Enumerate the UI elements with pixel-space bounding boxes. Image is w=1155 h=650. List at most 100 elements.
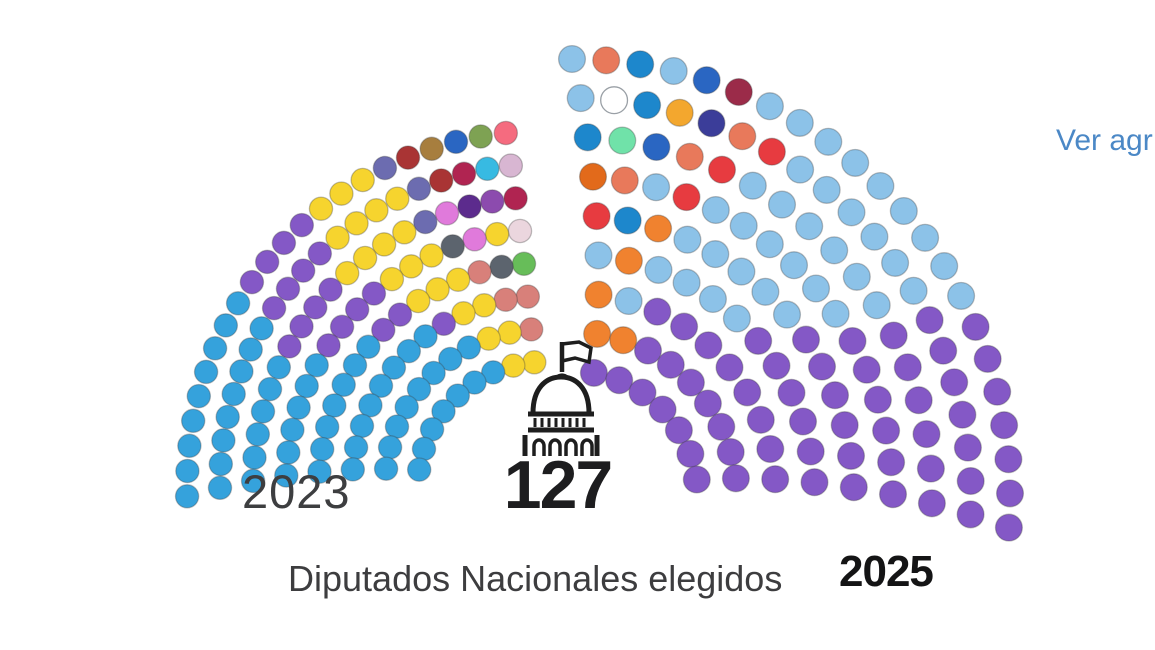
- seat-dot: [507, 218, 533, 244]
- seat-dot: [493, 287, 518, 312]
- seat-dot: [728, 122, 757, 151]
- seat-dot: [838, 326, 867, 356]
- seat-dot: [314, 414, 340, 440]
- seat-dot: [656, 350, 685, 379]
- seat-dot: [605, 366, 634, 395]
- seat-dot: [626, 50, 655, 79]
- seat-dot: [462, 227, 487, 252]
- seat-dot: [240, 468, 266, 494]
- seat-dot: [836, 441, 866, 470]
- seat-dot: [242, 445, 267, 470]
- seat-dot: [642, 132, 671, 162]
- seat-dot: [308, 196, 334, 221]
- seat-dot: [911, 223, 940, 252]
- seat-dot: [467, 259, 492, 285]
- seat-dot: [866, 171, 895, 201]
- seat-dot: [877, 448, 906, 477]
- seat-dot: [755, 92, 784, 121]
- seat-dot: [917, 489, 946, 518]
- seat-dot: [777, 378, 806, 407]
- seat-dot: [796, 437, 825, 466]
- year-label-2023: 2023: [242, 465, 351, 518]
- seat-dot: [358, 393, 383, 418]
- seat-dot: [325, 225, 350, 250]
- seat-dot: [356, 334, 381, 360]
- seat-dot: [772, 300, 802, 329]
- seat-dot: [377, 435, 403, 460]
- seat-dot: [644, 255, 673, 284]
- seat-dot: [893, 353, 922, 382]
- seat-dot: [707, 412, 736, 441]
- seat-dot: [396, 338, 422, 364]
- seat-dot: [837, 198, 866, 227]
- seat-dot: [812, 175, 841, 204]
- seat-dot: [879, 321, 908, 350]
- seat-dot: [457, 194, 482, 219]
- seat-dot: [304, 352, 329, 378]
- seat-dot: [929, 336, 958, 365]
- seat-dot: [225, 291, 251, 316]
- seat-dot: [881, 248, 910, 277]
- seat-dot: [294, 373, 319, 399]
- seat-dot: [245, 422, 271, 447]
- seat-dot: [340, 457, 366, 482]
- seat-dot: [286, 395, 311, 420]
- seat-dot: [349, 413, 375, 439]
- seat-dot: [456, 335, 482, 360]
- seat-dot: [511, 251, 537, 277]
- seat-dot: [239, 269, 265, 295]
- ver-agrupaciones-link[interactable]: Ver agr: [1056, 124, 1153, 157]
- seat-dot: [334, 260, 360, 286]
- seat-dot: [174, 484, 200, 509]
- seat-dot: [489, 254, 514, 280]
- seat-dot: [573, 123, 602, 152]
- seat-dot: [672, 183, 701, 212]
- seat-dot: [387, 302, 413, 327]
- seat-dot: [724, 77, 753, 107]
- seat-dot: [229, 359, 254, 384]
- seat-dot: [462, 370, 487, 395]
- seat-dot: [274, 463, 299, 488]
- seat-dot: [820, 381, 850, 410]
- seat-dot: [275, 276, 301, 302]
- seat-dot: [800, 468, 829, 497]
- seat-dot: [379, 266, 405, 292]
- seat-dot: [956, 500, 985, 529]
- seat-dot: [289, 212, 315, 238]
- capitol-icon: [522, 340, 600, 456]
- seat-dot: [413, 324, 438, 349]
- seat-dot: [795, 212, 824, 241]
- seat-dot: [419, 243, 444, 268]
- seat-dot: [751, 277, 780, 306]
- seat-dot: [721, 464, 750, 493]
- seat-dot: [309, 436, 335, 462]
- seat-dot: [428, 168, 454, 193]
- seat-dot: [480, 360, 506, 385]
- seat-dot: [785, 108, 814, 137]
- seat-dot: [434, 201, 460, 226]
- seat-dot: [940, 368, 969, 397]
- total-deputies-count: 127: [503, 447, 613, 523]
- seat-dot: [318, 277, 343, 302]
- seat-dot: [468, 124, 493, 149]
- seat-dot: [961, 312, 990, 341]
- seat-dot: [557, 44, 587, 74]
- seat-dot: [779, 251, 809, 280]
- seat-dot: [644, 214, 673, 243]
- seat-dot: [343, 435, 369, 460]
- seat-dot: [676, 368, 705, 397]
- seat-dot: [307, 241, 333, 266]
- seat-dot: [755, 230, 784, 259]
- seat-dot: [406, 176, 432, 202]
- seat-dot: [820, 236, 849, 265]
- year-label-2025: 2025: [839, 547, 934, 596]
- seat-dot: [715, 353, 744, 382]
- seat-dot: [983, 377, 1012, 406]
- seat-dot: [675, 142, 704, 171]
- seat-dot: [385, 186, 410, 211]
- seat-dot: [863, 385, 892, 414]
- seat-dot: [307, 459, 332, 484]
- seat-dot: [261, 295, 287, 321]
- seat-dot: [425, 277, 450, 302]
